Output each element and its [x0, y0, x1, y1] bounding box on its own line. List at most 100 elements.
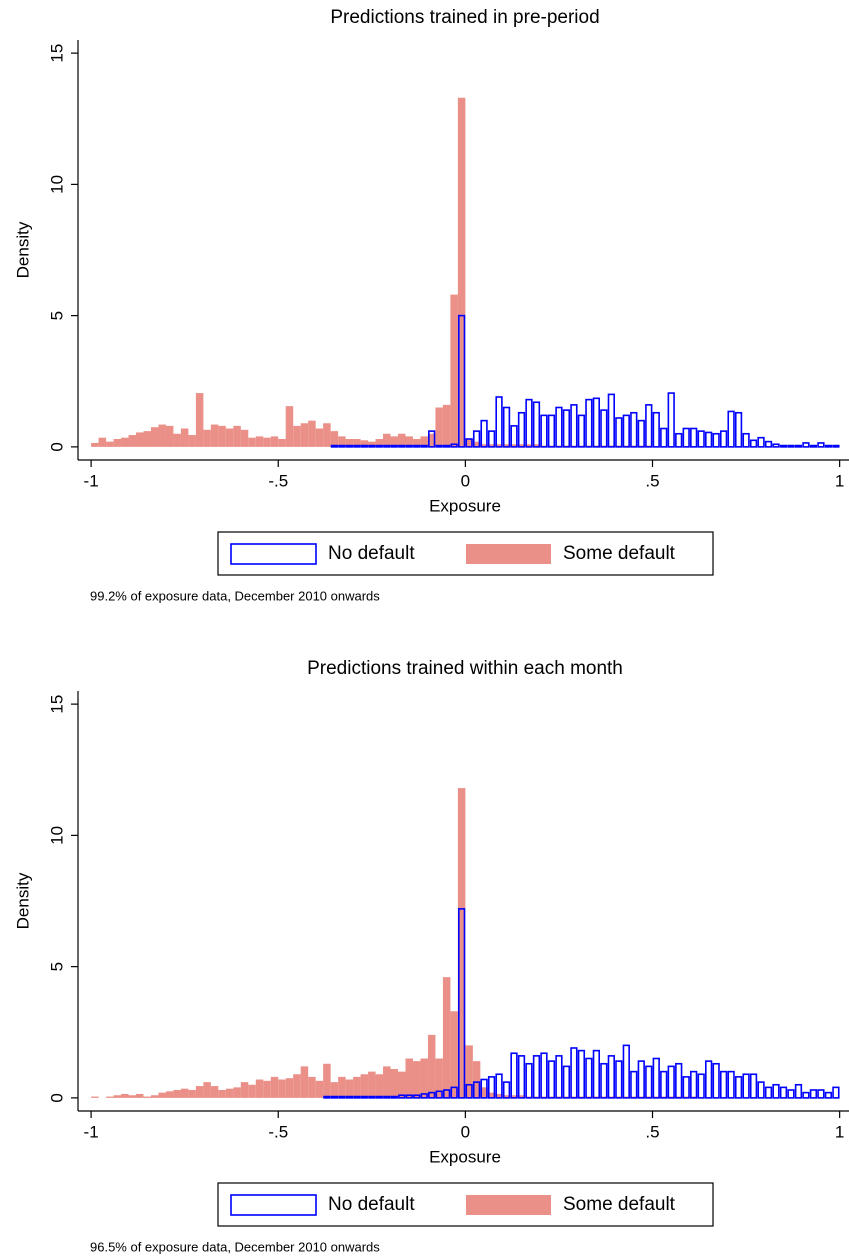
histogram-bar — [113, 439, 122, 447]
histogram-bar — [495, 1093, 503, 1098]
histogram-bar — [375, 1074, 384, 1098]
histogram-bar — [615, 1060, 623, 1099]
x-tick-label: .5 — [645, 471, 659, 490]
histogram-bar — [832, 444, 840, 448]
histogram-bar — [824, 444, 833, 448]
histogram-bar — [360, 1095, 368, 1099]
histogram-bar — [465, 438, 473, 448]
legend-label: No default — [328, 1194, 415, 1215]
histogram-bar — [779, 444, 788, 448]
histogram-bar — [345, 439, 354, 447]
histogram-bar — [547, 1060, 556, 1099]
histogram-bar — [600, 1062, 608, 1099]
histogram-bar — [398, 444, 406, 448]
histogram-bar — [757, 436, 765, 448]
histogram-bar — [517, 1095, 526, 1098]
histogram-bar — [413, 444, 421, 448]
histogram-bar — [405, 444, 413, 448]
histogram-bar — [577, 414, 586, 448]
y-tick-label: 5 — [47, 962, 66, 971]
histogram-bar — [398, 1094, 406, 1099]
x-tick-label: 1 — [835, 1122, 844, 1141]
histogram-bar — [660, 1070, 668, 1099]
histogram-bar — [158, 1092, 166, 1098]
histogram-bar — [532, 1055, 541, 1099]
histogram-bar — [293, 425, 301, 447]
histogram-bar — [457, 788, 466, 1098]
histogram-bar — [195, 393, 204, 447]
histogram-bar — [405, 436, 413, 447]
histogram-bar — [330, 1095, 339, 1099]
histogram-bar — [345, 444, 353, 448]
histogram-bar — [300, 1066, 309, 1098]
histogram-bar — [405, 1058, 413, 1098]
histogram-bar — [383, 1095, 391, 1099]
histogram-bar — [719, 430, 728, 448]
histogram-bar — [525, 1062, 533, 1099]
histogram-bar — [577, 1049, 586, 1099]
histogram-bar — [173, 1090, 181, 1098]
histogram-bar — [719, 1070, 728, 1099]
histogram-bar — [480, 1087, 488, 1098]
histogram-bar — [480, 419, 488, 448]
histogram-bar — [697, 430, 705, 448]
histogram-bar — [390, 1095, 398, 1099]
histogram-bar — [495, 1073, 503, 1099]
histogram-bar — [427, 433, 436, 447]
histogram-bar — [442, 404, 451, 447]
histogram-bar — [330, 444, 339, 448]
histogram-bar — [622, 414, 630, 448]
x-axis-label: Exposure — [429, 1147, 501, 1166]
y-tick-label: 10 — [47, 826, 66, 845]
histogram-bar — [779, 1086, 788, 1099]
histogram-bar — [240, 429, 249, 447]
histogram-bar — [98, 437, 107, 447]
histogram-bar — [225, 1088, 234, 1098]
histogram-bar — [383, 1066, 391, 1098]
histogram-bar — [330, 1082, 339, 1098]
histogram-bar — [809, 444, 818, 448]
y-tick-label: 15 — [47, 695, 66, 714]
histogram-bar — [412, 439, 421, 447]
histogram-bar — [383, 433, 391, 447]
histogram-bar — [255, 436, 264, 447]
histogram-bar — [345, 1095, 353, 1099]
histogram-bar — [734, 1076, 743, 1099]
histogram-bar — [824, 1091, 833, 1099]
histogram-bar — [749, 1073, 758, 1099]
y-axis-label: Density — [13, 872, 32, 929]
histogram-bar — [517, 1055, 526, 1099]
histogram-bar — [734, 411, 743, 448]
histogram-bar — [121, 437, 129, 447]
histogram-bar — [562, 1065, 571, 1099]
legend: No default Some default — [217, 531, 714, 576]
histogram-bar — [487, 1092, 496, 1098]
histogram-bar — [585, 398, 593, 448]
histogram-bar — [742, 432, 750, 448]
histogram-bar — [712, 1062, 720, 1099]
histogram-bar — [203, 429, 211, 447]
histogram-bar — [742, 1073, 750, 1099]
histogram-bar — [817, 442, 825, 448]
histogram-bar — [794, 1083, 803, 1099]
histogram-bar — [106, 441, 114, 447]
histogram-bar — [682, 427, 690, 448]
histogram-bar — [233, 425, 241, 447]
histogram-bar — [585, 1057, 593, 1099]
histogram-bar — [570, 404, 578, 448]
histogram-bar — [465, 1083, 473, 1099]
histogram-bar — [300, 423, 309, 447]
histogram-bar — [532, 444, 541, 447]
x-tick-label: 1 — [835, 471, 844, 490]
histogram-bar — [375, 444, 383, 448]
histogram-bar — [315, 428, 324, 447]
histogram-bar — [368, 441, 376, 447]
histogram-bar — [510, 1095, 518, 1098]
histogram-bar — [630, 1070, 638, 1099]
histogram-bar — [330, 431, 339, 447]
histogram-bar — [502, 1081, 511, 1099]
histogram-bar — [764, 440, 773, 448]
histogram-bar — [360, 1074, 369, 1098]
histogram-bar — [502, 1095, 511, 1098]
